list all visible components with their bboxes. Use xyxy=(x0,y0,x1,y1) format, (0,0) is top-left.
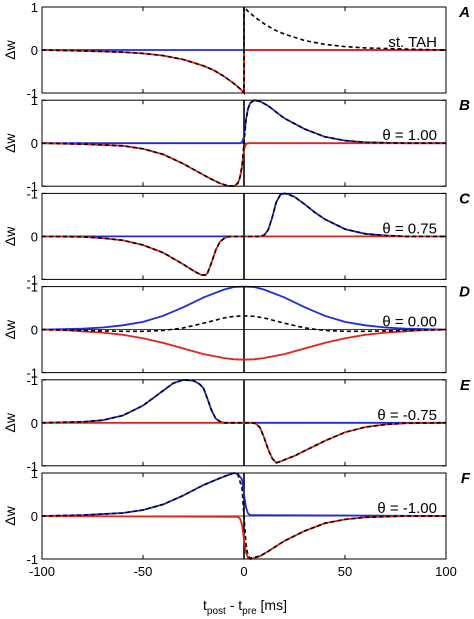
panel-letter: A xyxy=(458,4,470,21)
x-axis-label-unit: [ms] xyxy=(257,597,287,613)
y-tick-label: 0 xyxy=(31,229,38,244)
series-black-line xyxy=(41,472,446,559)
panel-letter: B xyxy=(459,97,470,114)
y-tick-label: -1 xyxy=(26,552,38,567)
condition-label: θ = -1.00 xyxy=(377,500,437,517)
condition-label: θ = 1.00 xyxy=(382,127,437,144)
panel-f: 1 0 -1 Δw Fθ = -1.00 xyxy=(2,466,471,567)
y-tick-label: -1 xyxy=(26,186,38,201)
condition-label: θ = -0.75 xyxy=(377,407,437,424)
series-black-line xyxy=(41,378,447,464)
panel-b: 1 0 -1 Δw Bθ = 1.00 xyxy=(2,93,470,194)
y-tick-label: -1 xyxy=(26,272,38,287)
y-tick-label: -1 xyxy=(26,366,38,381)
y-tick-label: -1 xyxy=(26,179,38,194)
series-black-line xyxy=(41,99,446,188)
y-axis-label: Δw xyxy=(2,39,18,59)
x-axis-label-t: t xyxy=(203,597,207,613)
condition-label: θ = 0.00 xyxy=(382,314,437,331)
panel-letter: F xyxy=(461,470,471,487)
x-axis-label-sub-pre: pre xyxy=(242,606,257,617)
x-axis-label: tpost - tpre [ms] xyxy=(203,597,287,617)
x-tick-label: -100 xyxy=(29,564,55,579)
panel-letter: E xyxy=(460,377,471,394)
y-tick-label: 0 xyxy=(31,323,38,338)
panel-d: -1 0 -1 Δw Dθ = 0.00 xyxy=(2,280,470,381)
y-tick-label: -1 xyxy=(26,373,38,388)
y-axis-label: Δw xyxy=(2,412,18,432)
y-tick-label: -1 xyxy=(26,86,38,101)
panel-e: -1 0 -1 Δw Eθ = -0.75 xyxy=(2,373,471,474)
y-tick-label: -1 xyxy=(26,459,38,474)
y-tick-label: 1 xyxy=(31,93,38,108)
condition-label: st. TAH xyxy=(388,34,437,51)
y-axis-label: Δw xyxy=(2,226,18,246)
y-tick-label: 1 xyxy=(31,466,38,481)
series-black-line xyxy=(41,314,447,333)
y-tick-label: -1 xyxy=(26,280,38,295)
y-tick-label: 0 xyxy=(31,136,38,151)
panel-c: -1 0 -1 Δw Cθ = 0.75 xyxy=(2,186,471,287)
x-tick-label: 50 xyxy=(338,564,352,579)
y-axis-label: Δw xyxy=(2,505,18,525)
x-tick-label: 100 xyxy=(435,564,457,579)
x-axis-label-sub-post: post xyxy=(207,606,226,617)
panel-a: 1 0 -1 Δw Ast. TAH xyxy=(2,0,470,101)
series-black-line xyxy=(41,192,446,276)
condition-label: θ = 0.75 xyxy=(382,220,437,237)
x-axis-label-mid: - t xyxy=(226,597,242,613)
y-tick-label: 0 xyxy=(31,509,38,524)
panel-letter: D xyxy=(459,284,470,301)
panel-letter: C xyxy=(459,190,471,207)
y-tick-label: 0 xyxy=(31,416,38,431)
x-tick-label: -50 xyxy=(134,564,153,579)
series-red-line xyxy=(41,328,447,361)
y-axis-label: Δw xyxy=(2,319,18,339)
series-black-line xyxy=(41,4,447,96)
x-tick-label: 0 xyxy=(240,564,247,579)
y-axis-label: Δw xyxy=(2,133,18,153)
y-tick-label: 1 xyxy=(31,0,38,15)
y-tick-label: 0 xyxy=(31,43,38,58)
